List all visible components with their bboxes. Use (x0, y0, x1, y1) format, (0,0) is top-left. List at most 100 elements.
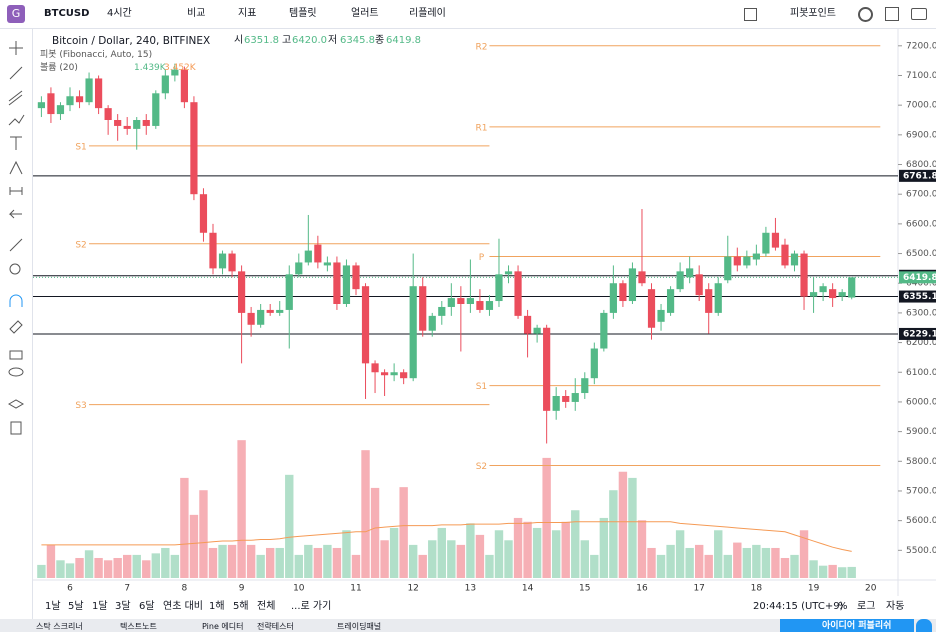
range[interactable]: 1해 (209, 601, 225, 612)
legend-low: 6345.8 (340, 35, 375, 46)
line-tool[interactable] (9, 66, 23, 80)
candle-body (476, 301, 484, 310)
fullscreen-icon[interactable] (885, 7, 899, 21)
toolbar-item[interactable]: 비교 (187, 8, 206, 19)
volume-bar (418, 554, 427, 578)
template[interactable]: 피봇포인트 (790, 8, 836, 19)
range[interactable]: 6달 (139, 601, 155, 612)
candle-body (514, 271, 522, 316)
volume-bar (609, 490, 618, 578)
pattern-tool[interactable] (8, 114, 25, 126)
toolbar-item[interactable]: 지표 (238, 8, 257, 19)
tab[interactable]: 전략테스터 (257, 622, 294, 631)
trash-tool[interactable] (10, 421, 22, 435)
volume-bar (618, 471, 628, 578)
predict-tool[interactable] (9, 160, 23, 175)
option[interactable]: 로그 (857, 601, 876, 612)
tab[interactable]: 스탁 스크리너 (36, 622, 83, 631)
range[interactable]: 5날 (68, 601, 84, 612)
candle-body (533, 327, 541, 334)
range[interactable]: 연초 대비 (163, 601, 203, 612)
crosshair-tool[interactable] (9, 41, 23, 55)
bottom-tabs: 스탁 스크리너 텍스트노트 Pine 에디터 전략테스터 트레이딩패널 아이디어… (0, 619, 936, 632)
y-tick-label: 6800.0 (906, 160, 936, 170)
candle-body (56, 105, 65, 115)
text-tool[interactable] (10, 136, 22, 150)
toolbar-item[interactable]: 리플레이 (409, 8, 446, 19)
zoom-tool[interactable] (9, 263, 21, 275)
candle-body (504, 271, 513, 275)
volume-bar (647, 547, 656, 578)
range[interactable]: 5해 (233, 601, 249, 612)
ruler-tool[interactable] (9, 238, 23, 252)
candle-body (838, 292, 846, 297)
fib-tool[interactable] (8, 90, 23, 106)
range[interactable]: 1날 (45, 601, 61, 612)
range[interactable]: 1달 (92, 601, 108, 612)
settings-icon[interactable] (858, 7, 873, 22)
camera-icon[interactable] (911, 8, 927, 20)
range[interactable]: 전체 (257, 601, 276, 612)
tab[interactable]: 트레이딩패널 (337, 622, 382, 631)
volume-bar (142, 560, 151, 578)
volume-bar (532, 527, 542, 578)
symbol[interactable]: BTCUSD (44, 8, 90, 19)
legend-close: 6419.8 (386, 35, 421, 46)
lock-tool[interactable] (9, 350, 23, 360)
legend-volume: 볼륨 (20) (40, 63, 78, 73)
tab[interactable]: 텍스트노트 (120, 622, 157, 631)
play-button[interactable] (916, 619, 932, 632)
candle-body (752, 253, 760, 260)
candle-body (104, 108, 112, 120)
candle-body (142, 120, 150, 126)
volume-bar (447, 540, 456, 578)
volume-bar (685, 547, 694, 578)
volume-bar (237, 440, 246, 578)
measure-tool[interactable] (9, 187, 23, 195)
volume-bar (323, 544, 332, 578)
option[interactable]: 자동 (886, 601, 905, 612)
volume-bar (399, 487, 408, 578)
tab[interactable]: Pine 에디터 (202, 622, 244, 631)
volume-bar (437, 527, 446, 578)
volume-bar (523, 521, 532, 578)
candle-body (371, 363, 379, 373)
magnet-tool[interactable] (9, 294, 23, 307)
candle-body (571, 393, 579, 402)
candle-body (218, 253, 227, 269)
volume-bar (714, 530, 723, 578)
volume-value: 1.439K (134, 63, 166, 73)
legend-close-name: 종 (375, 35, 385, 46)
volume-bar (304, 544, 313, 578)
volume-bar (218, 544, 227, 578)
back-tool[interactable] (8, 209, 22, 219)
candle-body (380, 372, 389, 376)
eye-tool[interactable] (8, 367, 24, 377)
y-tick-label: 6700.0 (906, 190, 936, 200)
option[interactable]: % (838, 601, 848, 612)
candle-body (295, 262, 303, 275)
pencil-tool[interactable] (9, 320, 23, 334)
toolbar-item[interactable]: 얼러트 (351, 8, 379, 19)
candle-body (94, 78, 103, 109)
legend-title: Bitcoin / Dollar, 240, BITFINEX (52, 35, 211, 47)
checkbox[interactable] (744, 8, 757, 21)
publish-button[interactable]: 아이디어 퍼블리쉬 (780, 619, 914, 632)
y-tick-label: 5700.0 (906, 486, 936, 496)
tool-icons (7, 41, 25, 435)
interval[interactable]: 4시간 (107, 8, 132, 19)
candle-body (771, 232, 780, 248)
layers-tool[interactable] (7, 399, 25, 409)
range[interactable]: 3달 (115, 601, 131, 612)
volume-bar (294, 554, 303, 578)
candle-body (724, 256, 732, 281)
x-tick-label: 9 (239, 584, 245, 594)
candle-body (75, 96, 84, 103)
legend-low-name: 저 (328, 35, 338, 46)
volume-bar (256, 554, 265, 578)
toolbar-item[interactable]: 템플릿 (289, 8, 317, 19)
publish-label: 아이디어 퍼블리쉬 (822, 621, 892, 631)
y-tick-label: 6000.0 (906, 397, 936, 407)
goto[interactable]: ...로 가기 (291, 601, 332, 612)
logo[interactable]: G (7, 5, 25, 23)
